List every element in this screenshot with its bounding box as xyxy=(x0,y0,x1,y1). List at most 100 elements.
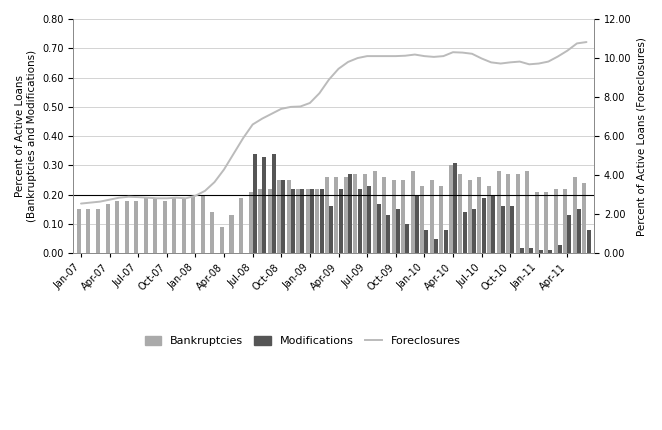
Bar xyxy=(539,250,543,253)
Bar xyxy=(373,171,377,253)
Bar xyxy=(520,248,524,253)
Bar xyxy=(434,239,438,253)
Bar xyxy=(563,189,567,253)
Bar xyxy=(211,212,214,253)
Bar xyxy=(262,157,266,253)
Bar xyxy=(272,154,276,253)
Legend: Bankruptcies, Modifications, Foreclosures: Bankruptcies, Modifications, Foreclosure… xyxy=(140,332,465,351)
Bar xyxy=(482,198,486,253)
Bar xyxy=(348,174,352,253)
Bar xyxy=(583,183,587,253)
Bar xyxy=(410,171,414,253)
Bar xyxy=(354,174,357,253)
Bar xyxy=(468,180,472,253)
Foreclosures xyxy=(420,53,428,58)
Bar xyxy=(558,245,562,253)
Foreclosures xyxy=(163,196,171,201)
Bar xyxy=(405,224,409,253)
Bar xyxy=(281,180,285,253)
Bar xyxy=(548,250,552,253)
Bar xyxy=(306,189,310,253)
Bar xyxy=(444,230,448,253)
Foreclosures xyxy=(373,53,381,58)
Bar xyxy=(105,203,109,253)
Bar xyxy=(525,171,529,253)
Foreclosures xyxy=(267,111,275,116)
Bar xyxy=(329,206,333,253)
Bar xyxy=(277,180,281,253)
Bar xyxy=(415,195,419,253)
Bar xyxy=(191,195,195,253)
Bar xyxy=(401,180,405,253)
Bar xyxy=(430,180,434,253)
Bar xyxy=(577,209,581,253)
Bar xyxy=(382,177,386,253)
Bar xyxy=(201,195,205,253)
Bar xyxy=(153,198,157,253)
Foreclosures xyxy=(583,40,591,45)
Bar xyxy=(396,209,400,253)
Bar xyxy=(553,189,558,253)
Foreclosures xyxy=(354,55,361,61)
Bar xyxy=(587,230,591,253)
Bar xyxy=(320,189,324,253)
Bar xyxy=(325,177,329,253)
Bar xyxy=(96,209,100,253)
Bar xyxy=(134,201,138,253)
Bar xyxy=(172,198,176,253)
Bar xyxy=(220,227,224,253)
Bar xyxy=(491,195,495,253)
Foreclosures xyxy=(382,53,390,58)
Bar xyxy=(287,180,291,253)
Bar xyxy=(253,154,257,253)
Bar xyxy=(115,201,119,253)
Bar xyxy=(453,163,457,253)
Bar xyxy=(267,189,271,253)
Y-axis label: Percent of Active Loans
(Bankruptcies and Modifications): Percent of Active Loans (Bankruptcies an… xyxy=(15,50,36,222)
Bar xyxy=(573,177,577,253)
Bar xyxy=(420,186,424,253)
Bar xyxy=(258,189,262,253)
Bar xyxy=(496,171,500,253)
Bar xyxy=(124,201,128,253)
Bar xyxy=(357,189,361,253)
Bar xyxy=(510,206,514,253)
Bar xyxy=(310,189,314,253)
Bar xyxy=(291,189,295,253)
Bar xyxy=(297,189,301,253)
Bar xyxy=(463,212,467,253)
Bar xyxy=(182,198,186,253)
Bar xyxy=(458,174,462,253)
Bar xyxy=(535,192,539,253)
Bar xyxy=(472,209,476,253)
Bar xyxy=(301,189,305,253)
Bar xyxy=(163,201,167,253)
Bar xyxy=(424,230,428,253)
Foreclosures xyxy=(77,201,85,206)
Bar xyxy=(506,174,510,253)
Bar xyxy=(338,189,343,253)
Bar xyxy=(334,177,338,253)
Bar xyxy=(387,215,391,253)
Bar xyxy=(87,209,91,253)
Bar xyxy=(144,198,148,253)
Bar xyxy=(77,209,81,253)
Bar xyxy=(377,203,381,253)
Bar xyxy=(239,198,243,253)
Bar xyxy=(367,186,371,253)
Y-axis label: Percent of Active Loans (Foreclosures): Percent of Active Loans (Foreclosures) xyxy=(637,37,647,236)
Bar xyxy=(516,174,520,253)
Bar xyxy=(477,177,481,253)
Bar xyxy=(315,189,319,253)
Bar xyxy=(530,248,534,253)
Bar xyxy=(567,215,571,253)
Bar xyxy=(392,180,396,253)
Bar xyxy=(440,186,444,253)
Bar xyxy=(230,215,234,253)
Bar xyxy=(449,166,453,253)
Bar xyxy=(544,192,548,253)
Bar xyxy=(344,177,348,253)
Bar xyxy=(248,192,253,253)
Bar xyxy=(500,206,504,253)
Line: Foreclosures: Foreclosures xyxy=(81,42,587,203)
